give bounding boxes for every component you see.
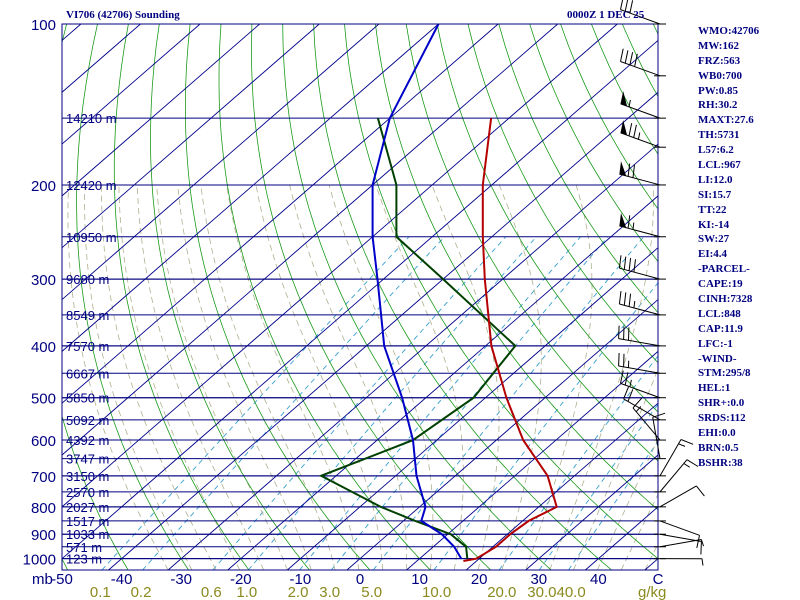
height-label: 3747 m — [66, 452, 109, 467]
index-entry: BRN:0.5 — [698, 441, 798, 456]
height-label: 2570 m — [66, 485, 109, 500]
index-entry: RH:30.2 — [698, 98, 798, 113]
temperature-tick-label: -30 — [170, 571, 192, 588]
index-entry: SRDS:112 — [698, 411, 798, 426]
index-entry: L57:6.2 — [698, 143, 798, 158]
index-entry: STM:295/8 — [698, 366, 798, 381]
pressure-tick-label: 300 — [31, 272, 56, 289]
mixing-ratio-label: 20.0 — [487, 584, 516, 600]
height-label: 10950 m — [66, 230, 117, 245]
temperature-tick-label: -40 — [111, 571, 133, 588]
pressure-tick-label: 800 — [31, 500, 56, 517]
mixing-ratio-label: 0.1 — [90, 584, 111, 600]
pressure-tick-label: 900 — [31, 527, 56, 544]
height-label: 9680 m — [66, 272, 109, 287]
index-entry: BSHR:38 — [698, 456, 798, 471]
index-entry: FRZ:563 — [698, 54, 798, 69]
height-label: 7570 m — [66, 339, 109, 354]
mixing-ratio-unit-label: g/kg — [638, 584, 666, 600]
index-entry: LFC:-1 — [698, 337, 798, 352]
index-entry: EI:4.4 — [698, 247, 798, 262]
height-label: 5850 m — [66, 391, 109, 406]
mixing-ratio-label: 0.6 — [201, 584, 222, 600]
pressure-tick-label: 1000 — [23, 552, 56, 569]
index-entry: WMO:42706 — [698, 24, 798, 39]
height-label: 2027 m — [66, 500, 109, 515]
mixing-ratio-label: 30.0 — [527, 584, 556, 600]
pressure-tick-label: 200 — [31, 178, 56, 195]
index-entry: LCL:848 — [698, 307, 798, 322]
sounding-time: 0000Z 1 DEC 25 — [567, 9, 644, 21]
mixing-ratio-label: 2.0 — [288, 584, 309, 600]
index-entry: MW:162 — [698, 39, 798, 54]
index-entry: SW:27 — [698, 232, 798, 247]
height-label: 4392 m — [66, 433, 109, 448]
height-labels: 14210 m 12420 m 10950 m 9680 m 8549 m 7570 m 6… — [66, 111, 117, 567]
temperature-tick-label: 40 — [590, 571, 607, 588]
height-label: 14210 m — [66, 111, 117, 126]
sounding-title: VI706 (42706) Sounding — [66, 9, 180, 21]
pressure-tick-label: 700 — [31, 469, 56, 486]
index-entry: TH:5731 — [698, 128, 798, 143]
height-label: 8549 m — [66, 308, 109, 323]
chart-background — [0, 0, 800, 600]
index-entry: TT:22 — [698, 203, 798, 218]
height-label: 3150 m — [66, 469, 109, 484]
mixing-ratio-label: 3.0 — [319, 584, 340, 600]
mixing-ratio-label: 40.0 — [557, 584, 586, 600]
height-label: 6667 m — [66, 366, 109, 381]
pressure-tick-label: 400 — [31, 339, 56, 356]
height-label: 12420 m — [66, 178, 117, 193]
index-entry: -WIND- — [698, 352, 798, 367]
pressure-tick-label: 500 — [31, 391, 56, 408]
index-entry: CAPE:19 — [698, 277, 798, 292]
index-entry: CINH:7328 — [698, 292, 798, 307]
index-entry: LCL:967 — [698, 158, 798, 173]
index-entry: EHI:0.0 — [698, 426, 798, 441]
mixing-ratio-label: 10.0 — [422, 584, 451, 600]
mixing-ratio-label: 0.2 — [131, 584, 152, 600]
stability-index-panel: WMO:42706 MW:162 FRZ:563 WB0:700 PW:0.85 RH:3… — [698, 24, 798, 471]
index-entry: HEL:1 — [698, 381, 798, 396]
index-entry: SHR+:0.0 — [698, 396, 798, 411]
index-entry: LI:12.0 — [698, 173, 798, 188]
skewt-chart: 14210 m 12420 m 10950 m 9680 m 8549 m 7570 m 6… — [0, 0, 800, 600]
pressure-unit-label: mb — [32, 571, 53, 588]
index-entry: SI:15.7 — [698, 188, 798, 203]
wind-barb-flag — [619, 353, 620, 366]
index-entry: -PARCEL- — [698, 262, 798, 277]
height-label: 5092 m — [66, 413, 109, 428]
mixing-ratio-label: 5.0 — [361, 584, 382, 600]
index-entry: MAXT:27.6 — [698, 113, 798, 128]
temperature-tick-label: 20 — [471, 571, 488, 588]
mixing-ratio-label: 1.0 — [236, 584, 257, 600]
height-label: 123 m — [66, 552, 102, 567]
index-entry: WB0:700 — [698, 69, 798, 84]
index-entry: KI:-14 — [698, 218, 798, 233]
wind-barb-flag — [701, 542, 702, 555]
wind-barb-flag — [619, 326, 620, 339]
index-entry: CAP:11.9 — [698, 322, 798, 337]
pressure-tick-label: 100 — [31, 17, 56, 34]
pressure-tick-label: 600 — [31, 433, 56, 450]
temperature-tick-label: -50 — [51, 571, 73, 588]
index-entry: PW:0.85 — [698, 84, 798, 99]
